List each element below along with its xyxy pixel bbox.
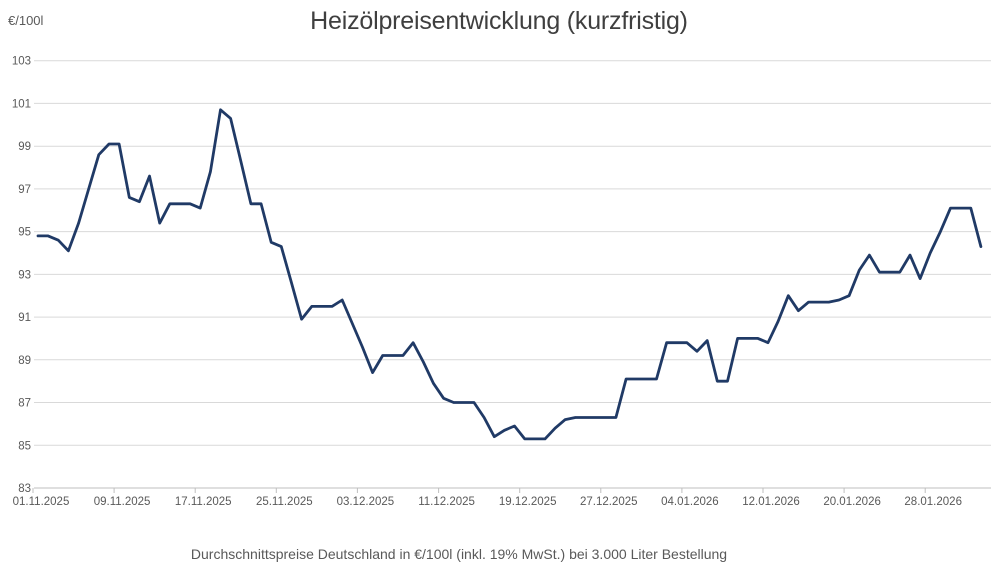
y-tick-label: 85 <box>18 440 31 452</box>
y-tick-label: 91 <box>18 312 31 324</box>
x-tick-label: 04.01.2026 <box>661 496 719 508</box>
y-tick-label: 95 <box>18 227 31 239</box>
gridlines <box>34 60 991 446</box>
chart-title: Heizölpreisentwicklung (kurzfristig) <box>310 7 688 35</box>
y-tick-label: 101 <box>12 98 31 110</box>
y-tick-label: 97 <box>18 184 31 196</box>
x-tick-label: 20.01.2026 <box>823 496 881 508</box>
price-line <box>36 108 983 441</box>
y-tick-label: 103 <box>12 56 31 68</box>
x-tick-label: 03.12.2025 <box>337 496 395 508</box>
price-line-series <box>36 108 983 441</box>
x-tick-label: 01.11.2025 <box>13 496 70 508</box>
x-tick-label: 27.12.2025 <box>580 496 638 508</box>
x-axis <box>32 487 991 493</box>
x-tick-label: 12.01.2026 <box>742 496 800 508</box>
y-tick-label: 89 <box>18 355 31 367</box>
y-tick-label: 93 <box>18 269 31 281</box>
x-tick-label: 25.11.2025 <box>256 496 313 508</box>
x-tick-label: 17.11.2025 <box>175 496 232 508</box>
y-tick-label: 87 <box>18 398 31 410</box>
x-tick-label: 11.12.2025 <box>418 496 475 508</box>
y-axis-labels: 83 85 87 89 91 93 95 97 99 101 103 <box>12 56 31 495</box>
chart-footnote: Durchschnittspreise Deutschland in €/100… <box>190 546 728 562</box>
x-tick-label: 28.01.2026 <box>904 496 962 508</box>
x-tick-label: 09.11.2025 <box>94 496 151 508</box>
y-axis-unit-label: €/100l <box>8 13 44 28</box>
x-axis-labels: 01.11.2025 09.11.2025 17.11.2025 25.11.2025… <box>13 496 962 508</box>
y-tick-label: 83 <box>18 483 31 495</box>
y-tick-label: 99 <box>18 141 31 153</box>
price-line-chart: 83 85 87 89 91 93 95 97 99 101 103 01.11.2025 09.11… <box>12 56 991 508</box>
x-tick-label: 19.12.2025 <box>499 496 557 508</box>
